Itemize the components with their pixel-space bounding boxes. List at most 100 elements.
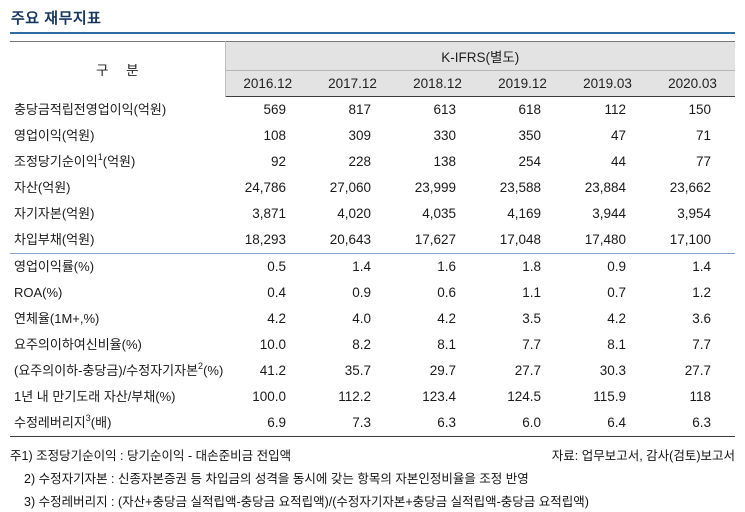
value-cell: 4.2 — [225, 306, 310, 332]
column-header-2019-12: 2019.12 — [480, 70, 565, 97]
value-cell: 23,884 — [565, 175, 650, 201]
value-cell: 8.2 — [310, 332, 395, 358]
table-body: 충당금적립전영업이익(억원) 569 817 613 618 112 150 영업이익(억원)… — [10, 96, 736, 437]
table-header: 구 분 K-IFRS(별도) 2016.12 2017.12 2018.12 2… — [10, 41, 736, 97]
table-row: 연체율(1M+,%) 4.2 4.0 4.2 3.5 4.2 3.6 — [10, 306, 736, 332]
value-cell: 23,999 — [395, 175, 480, 201]
footnote-ref: 1 — [97, 151, 103, 162]
value-cell: 4.2 — [565, 306, 650, 332]
value-cell: 309 — [310, 123, 395, 149]
value-cell: 6.3 — [395, 410, 480, 437]
value-cell: 0.6 — [395, 280, 480, 306]
table-row: 자기자본(억원) 3,871 4,020 4,035 4,169 3,944 3,954 — [10, 201, 736, 227]
footnote-ref: 2 — [198, 360, 204, 371]
column-header-2019-03: 2019.03 — [565, 70, 650, 97]
value-cell: 350 — [480, 123, 565, 149]
value-cell: 108 — [225, 123, 310, 149]
value-cell: 0.7 — [565, 280, 650, 306]
value-cell: 27,060 — [310, 175, 395, 201]
value-cell: 4.0 — [310, 306, 395, 332]
value-cell: 47 — [565, 123, 650, 149]
value-cell: 0.9 — [565, 253, 650, 280]
title-rule — [10, 32, 735, 34]
value-cell: 4,020 — [310, 201, 395, 227]
value-cell: 17,048 — [480, 227, 565, 254]
table-row: 자산(억원) 24,786 27,060 23,999 23,588 23,884 23,6… — [10, 175, 736, 201]
value-cell: 7.7 — [480, 332, 565, 358]
value-cell: 613 — [395, 96, 480, 123]
row-label: 조정당기순이익1(억원) — [10, 149, 225, 175]
value-cell: 112 — [565, 96, 650, 123]
value-cell: 3.6 — [650, 306, 736, 332]
footnote-ref: 3 — [85, 412, 91, 423]
value-cell: 18,293 — [225, 227, 310, 254]
value-cell: 6.9 — [225, 410, 310, 437]
column-header-2017-12: 2017.12 — [310, 70, 395, 97]
footnote-line-1: 주1) 조정당기순이익 : 당기순이익 - 대손준비금 전입액 자료: 업무보고… — [10, 445, 735, 468]
value-cell: 23,662 — [650, 175, 736, 201]
value-cell: 41.2 — [225, 358, 310, 384]
value-cell: 71 — [650, 123, 736, 149]
table-row: 차입부채(억원) 18,293 20,643 17,627 17,048 17,480 17… — [10, 227, 736, 254]
column-header-2016-12: 2016.12 — [225, 70, 310, 97]
column-header-2018-12: 2018.12 — [395, 70, 480, 97]
footnotes: 주1) 조정당기순이익 : 당기순이익 - 대손준비금 전입액 자료: 업무보고… — [10, 445, 735, 512]
value-cell: 0.4 — [225, 280, 310, 306]
row-label-header: 구 분 — [10, 41, 226, 97]
value-cell: 115.9 — [565, 384, 650, 410]
value-cell: 4,169 — [480, 201, 565, 227]
value-cell: 3,871 — [225, 201, 310, 227]
value-cell: 7.7 — [650, 332, 736, 358]
value-cell: 569 — [225, 96, 310, 123]
value-cell: 3,944 — [565, 201, 650, 227]
table-row: 충당금적립전영업이익(억원) 569 817 613 618 112 150 — [10, 96, 736, 123]
value-cell: 20,643 — [310, 227, 395, 254]
value-cell: 1.4 — [650, 253, 736, 280]
value-cell: 4.2 — [395, 306, 480, 332]
value-cell: 92 — [225, 149, 310, 175]
row-label: 충당금적립전영업이익(억원) — [10, 96, 225, 123]
footnote-2: 2) 수정자기자본 : 신종자본증권 등 차입금의 성격을 동시에 갖는 항목의… — [24, 472, 529, 486]
value-cell: 10.0 — [225, 332, 310, 358]
financial-indicators-table: 구 분 K-IFRS(별도) 2016.12 2017.12 2018.12 2… — [10, 41, 736, 437]
value-cell: 123.4 — [395, 384, 480, 410]
row-label: 요주의이하여신비율(%) — [10, 332, 225, 358]
value-cell: 6.3 — [650, 410, 736, 437]
value-cell: 118 — [650, 384, 736, 410]
table-row: 요주의이하여신비율(%) 10.0 8.2 8.1 7.7 8.1 7.7 — [10, 332, 736, 358]
value-cell: 0.5 — [225, 253, 310, 280]
value-cell: 29.7 — [395, 358, 480, 384]
value-cell: 112.2 — [310, 384, 395, 410]
value-cell: 618 — [480, 96, 565, 123]
value-cell: 0.9 — [310, 280, 395, 306]
row-label: 자산(억원) — [10, 175, 225, 201]
section-title: 주요 재무지표 — [11, 10, 102, 27]
row-label: 연체율(1M+,%) — [10, 306, 225, 332]
value-cell: 150 — [650, 96, 736, 123]
value-cell: 77 — [650, 149, 736, 175]
table-row: 영업이익(억원) 108 309 330 350 47 71 — [10, 123, 736, 149]
table-row: 1년 내 만기도래 자산/부채(%) 100.0 112.2 123.4 124.5 11… — [10, 384, 736, 410]
row-label: 차입부채(억원) — [10, 227, 225, 254]
row-label: 수정레버리지3(배) — [10, 410, 225, 437]
value-cell: 23,588 — [480, 175, 565, 201]
value-cell: 27.7 — [480, 358, 565, 384]
value-cell: 1.8 — [480, 253, 565, 280]
value-cell: 330 — [395, 123, 480, 149]
value-cell: 1.6 — [395, 253, 480, 280]
value-cell: 30.3 — [565, 358, 650, 384]
value-cell: 4,035 — [395, 201, 480, 227]
table-row: (요주의이하-충당금)/수정자기자본2(%) 41.2 35.7 29.7 27.7 30… — [10, 358, 736, 384]
value-cell: 6.4 — [565, 410, 650, 437]
value-cell: 7.3 — [310, 410, 395, 437]
row-label: 자기자본(억원) — [10, 201, 225, 227]
row-label: ROA(%) — [10, 280, 225, 306]
column-header-row: 2016.12 2017.12 2018.12 2019.12 2019.03 … — [10, 70, 736, 97]
value-cell: 17,100 — [650, 227, 736, 254]
accounting-standard-header: K-IFRS(별도) — [225, 41, 736, 71]
row-label: 영업이익(억원) — [10, 123, 225, 149]
value-cell: 8.1 — [395, 332, 480, 358]
value-cell: 17,480 — [565, 227, 650, 254]
table-row: 수정레버리지3(배) 6.9 7.3 6.3 6.0 6.4 6.3 — [10, 410, 736, 437]
value-cell: 35.7 — [310, 358, 395, 384]
